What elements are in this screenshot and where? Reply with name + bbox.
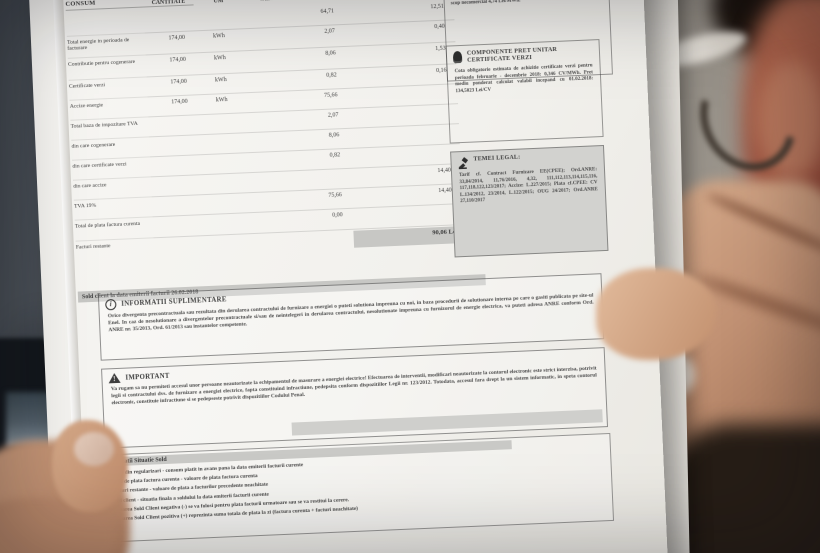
right-thumb xyxy=(596,268,716,360)
componente-pret-box: COMPONENTE PRET UNITAR CERTIFICATE VERZI… xyxy=(445,39,604,144)
informatii-title: INFORMATII SUPLIMENTARE xyxy=(121,296,227,308)
important-box: ! IMPORTANT Va rugam sa nu permiteti acc… xyxy=(101,347,609,449)
total-amount-band: 90,06 Lei xyxy=(353,225,464,248)
warning-icon: ! xyxy=(108,373,120,384)
left-thumb-nail xyxy=(74,432,114,466)
informatii-suplimentare-box: i INFORMATII SUPLIMENTARE Orice divergen… xyxy=(97,273,605,361)
clothing-shadow xyxy=(668,424,820,553)
column-header-cantitate: CANTITATE xyxy=(151,0,186,7)
temei-title: TEMEI LEGAL: xyxy=(473,154,521,163)
gavel-icon xyxy=(458,157,469,170)
important-title: IMPORTANT xyxy=(125,372,170,382)
componente-body: Cota obligatorie estimata de achizitie c… xyxy=(454,63,594,95)
temei-body: Tarif cf. Contract Furnizare EE(CPEE); O… xyxy=(459,167,598,205)
invoice-paper: TOTAL FACTURARE LOCURI DE CONSUM UM VALO… xyxy=(28,0,670,553)
temei-legal-box: TEMEI LEGAL: Tarif cf. Contract Furnizar… xyxy=(450,144,609,258)
invoice-content: TOTAL FACTURARE LOCURI DE CONSUM UM VALO… xyxy=(28,0,669,553)
info-icon: i xyxy=(105,298,117,311)
certificate-seal-icon xyxy=(452,50,463,64)
important-gray-band xyxy=(291,409,603,436)
column-header-valoare-fara-tva: VALOARE FARA TVA LEI xyxy=(243,0,343,3)
column-header-um: UM xyxy=(213,0,224,5)
explicatii-sold-section: Explicatii Situatie Sold Sume din regula… xyxy=(100,432,615,543)
person-ear xyxy=(756,60,820,180)
temei-title-row: TEMEI LEGAL: xyxy=(451,146,604,171)
charges-table: TOTAL FACTURARE LOCURI DE CONSUM UM VALO… xyxy=(64,0,464,259)
